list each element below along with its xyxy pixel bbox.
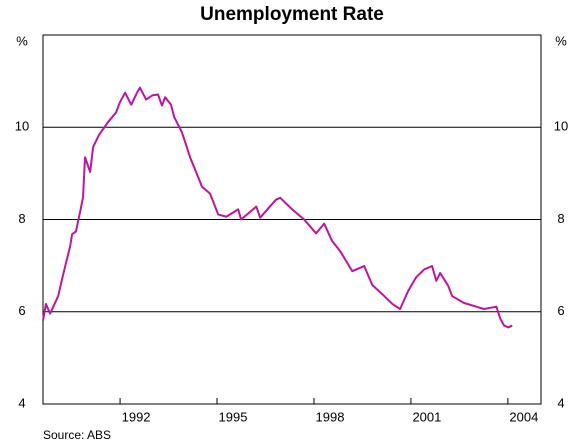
y-unit-left: % bbox=[16, 33, 28, 48]
data-line bbox=[42, 86, 513, 329]
y-tick-label-right: 6 bbox=[557, 303, 564, 318]
x-tick-label: 1992 bbox=[122, 409, 151, 424]
y-tick-label-left: 8 bbox=[18, 211, 25, 226]
chart-title: Unemployment Rate bbox=[200, 4, 384, 25]
x-tick-label: 1995 bbox=[219, 409, 248, 424]
y-tick-label-right: 4 bbox=[557, 395, 564, 410]
y-tick-label-right: 10 bbox=[554, 119, 568, 134]
x-tick-label: 2004 bbox=[509, 409, 538, 424]
plot-frame bbox=[42, 34, 542, 405]
y-unit-right: % bbox=[555, 33, 567, 48]
y-tick-label-left: 10 bbox=[15, 119, 29, 134]
y-tick-label-left: 4 bbox=[18, 395, 25, 410]
y-tick-label-right: 8 bbox=[557, 211, 564, 226]
x-tick-label: 2001 bbox=[412, 409, 441, 424]
y-tick-label-left: 6 bbox=[18, 303, 25, 318]
x-tick-label: 1998 bbox=[316, 409, 345, 424]
source-note: Source: ABS bbox=[43, 428, 111, 442]
